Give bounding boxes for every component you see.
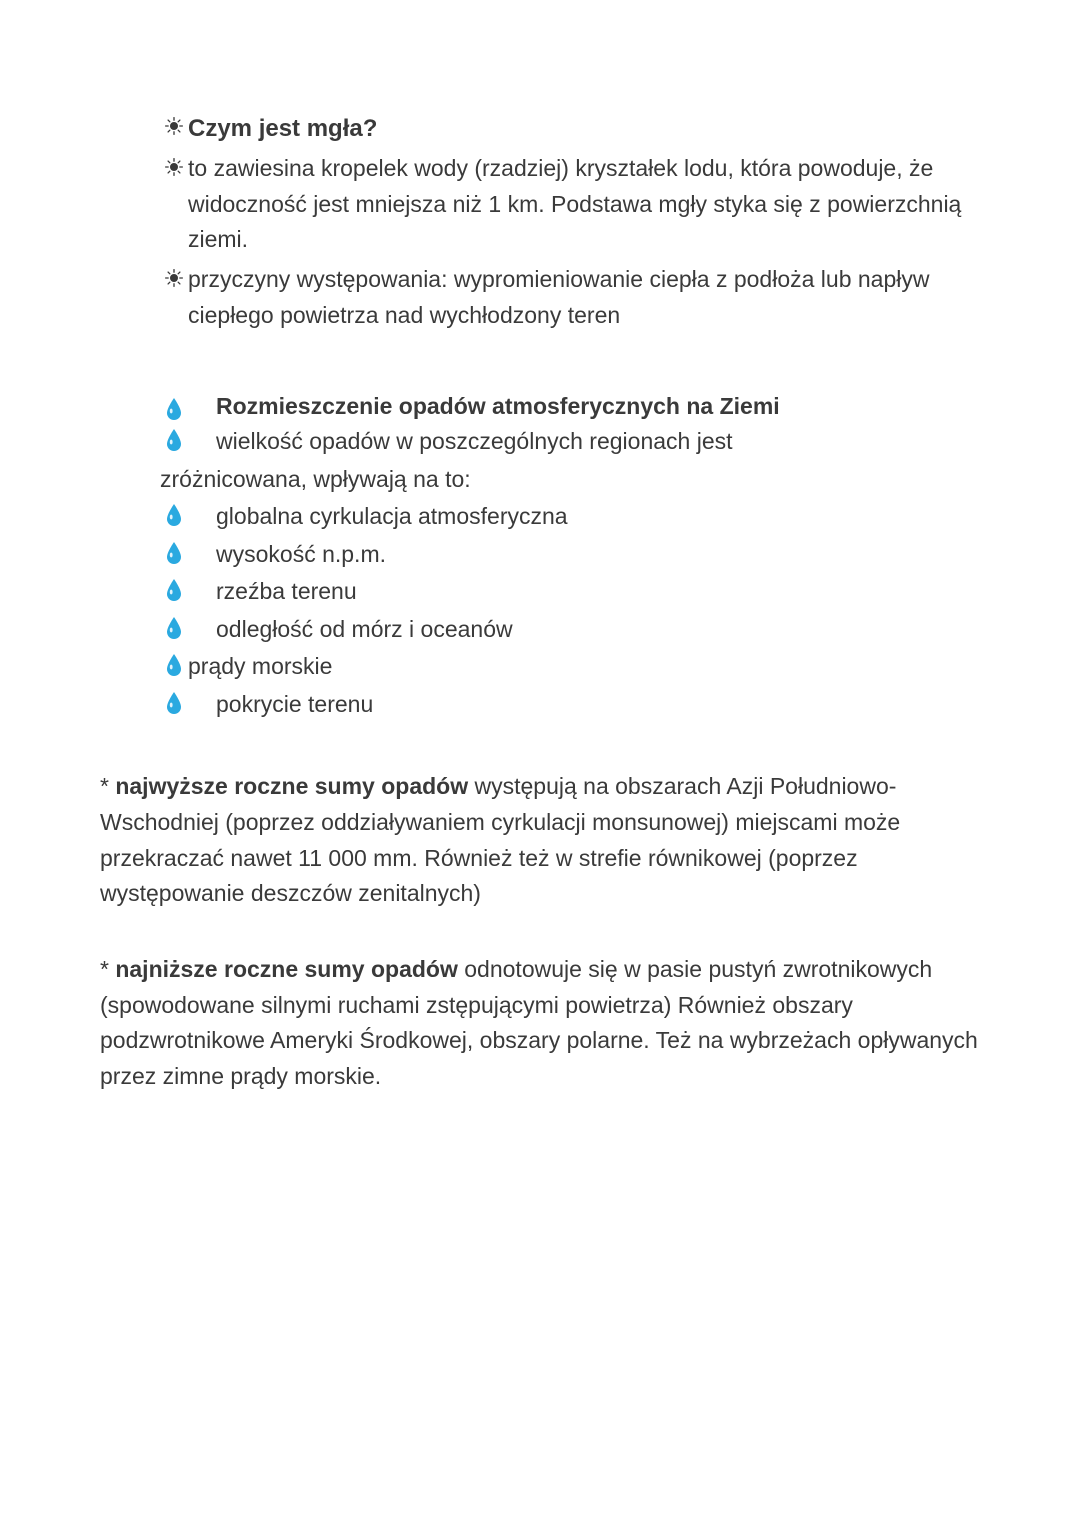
sun-icon [160, 110, 188, 136]
precip-intro-text: wielkość opadów w poszczególnych regiona… [188, 424, 980, 459]
precip-item-text: rzeźba terenu [188, 574, 980, 609]
precip-item: prądy morskie [160, 649, 980, 684]
water-drop-icon [160, 537, 188, 565]
highest-precip-paragraph: * najwyższe roczne sumy opadów występują… [100, 769, 980, 912]
precipitation-section: Rozmieszczenie opadów atmosferycznych na… [100, 393, 980, 721]
fog-item-text: to zawiesina kropelek wody (rzadziej) kr… [188, 151, 980, 258]
para-bold: najwyższe roczne sumy opadów [115, 773, 468, 799]
lowest-precip-paragraph: * najniższe roczne sumy opadów odnotowuj… [100, 952, 980, 1095]
fog-item: to zawiesina kropelek wody (rzadziej) kr… [160, 151, 980, 258]
precip-intro-row: wielkość opadów w poszczególnych regiona… [160, 424, 980, 459]
precip-intro-wrap: zróżnicowana, wpływają na to: [160, 462, 980, 497]
fog-section: Czym jest mgła? to zawiesina kropelek wo… [100, 110, 980, 333]
water-drop-icon [160, 649, 188, 677]
precip-item-text: pokrycie terenu [188, 687, 980, 722]
para-bold: najniższe roczne sumy opadów [115, 956, 458, 982]
precip-item-text: globalna cyrkulacja atmosferyczna [188, 499, 980, 534]
water-drop-icon [160, 687, 188, 715]
fog-item: przyczyny występowania: wypromieniowanie… [160, 262, 980, 333]
precip-item: wysokość n.p.m. [160, 537, 980, 572]
sun-icon [160, 151, 188, 177]
precip-item: odległość od mórz i oceanów [160, 612, 980, 647]
precip-item-text: wysokość n.p.m. [188, 537, 980, 572]
precip-item-text: prądy morskie [188, 649, 980, 684]
water-drop-icon [160, 574, 188, 602]
fog-heading: Czym jest mgła? [188, 110, 980, 147]
water-drop-icon [160, 424, 188, 452]
fog-item-text: przyczyny występowania: wypromieniowanie… [188, 262, 980, 333]
precip-heading: Rozmieszczenie opadów atmosferycznych na… [188, 393, 780, 420]
precip-item: globalna cyrkulacja atmosferyczna [160, 499, 980, 534]
para-prefix: * [100, 956, 115, 982]
water-drop-icon [160, 393, 188, 421]
sun-icon [160, 262, 188, 288]
para-prefix: * [100, 773, 115, 799]
precip-item: pokrycie terenu [160, 687, 980, 722]
water-drop-icon [160, 612, 188, 640]
precip-heading-row: Rozmieszczenie opadów atmosferycznych na… [160, 393, 980, 421]
water-drop-icon [160, 499, 188, 527]
precip-item: rzeźba terenu [160, 574, 980, 609]
fog-heading-row: Czym jest mgła? [160, 110, 980, 147]
precip-item-text: odległość od mórz i oceanów [188, 612, 980, 647]
